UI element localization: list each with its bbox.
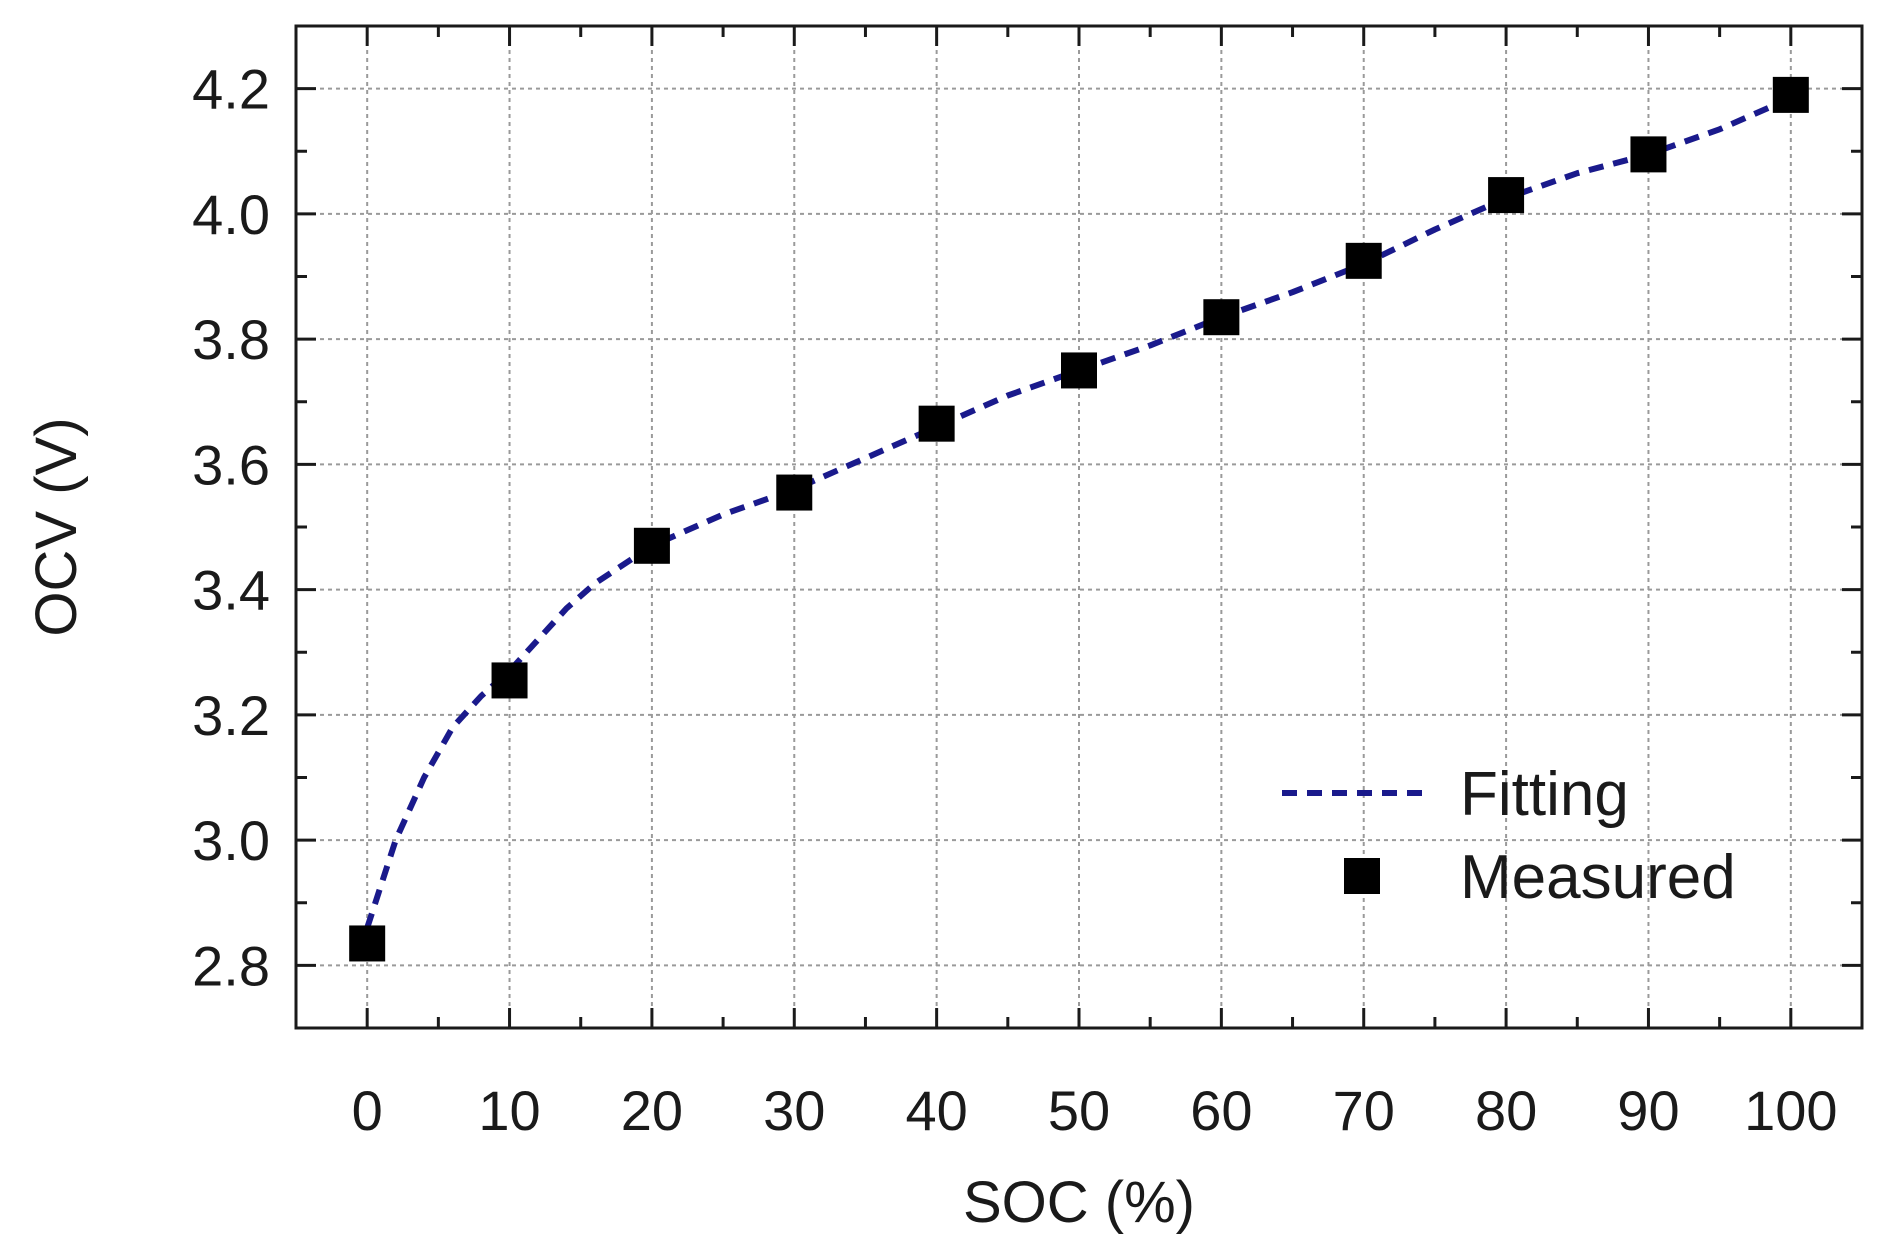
tick-layer: [294, 26, 1864, 1028]
legend-fitting-label: Fitting: [1460, 760, 1629, 829]
y-tick-label: 2.8: [192, 934, 270, 997]
y-tick-label: 4.2: [192, 58, 270, 121]
label-layer: 0 10 20 30 40 50 60 70 80 90 100 2.8 3.0 3.2 3.4 3.6 3.8…: [192, 58, 1837, 1142]
x-tick-label: 50: [1048, 1079, 1110, 1142]
y-axis-title: OCV (V): [24, 417, 89, 636]
x-tick-label: 70: [1333, 1079, 1395, 1142]
measured-point: [776, 474, 813, 511]
measured-point: [1345, 242, 1382, 279]
x-tick-label: 80: [1475, 1079, 1537, 1142]
y-tick-label: 3.2: [192, 684, 270, 747]
measured-point: [1630, 136, 1667, 173]
x-tick-label: 90: [1617, 1079, 1679, 1142]
y-tick-label: 3.0: [192, 809, 270, 872]
y-tick-label: 4.0: [192, 183, 270, 246]
x-tick-label: 100: [1744, 1079, 1837, 1142]
y-tick-label: 3.4: [192, 559, 270, 622]
fitting-series-line: [364, 95, 1793, 929]
measured-point: [918, 405, 955, 442]
measured-point: [633, 527, 670, 564]
measured-point: [1203, 299, 1240, 336]
legend: Fitting Measured: [1282, 760, 1736, 912]
grid-layer: [296, 26, 1862, 1028]
measured-point: [1488, 177, 1525, 214]
legend-measured-label: Measured: [1460, 843, 1736, 912]
x-tick-label: 10: [478, 1079, 540, 1142]
series-layer: [349, 76, 1809, 962]
legend-measured-swatch: [1344, 858, 1380, 894]
x-tick-label: 30: [763, 1079, 825, 1142]
x-tick-label: 40: [905, 1079, 967, 1142]
measured-point: [349, 925, 386, 962]
plot-frame: [294, 24, 1864, 1030]
measured-point: [1772, 76, 1809, 113]
measured-point: [491, 662, 528, 699]
x-tick-label: 0: [352, 1079, 383, 1142]
x-axis-title: SOC (%): [963, 1170, 1195, 1235]
measured-point: [1061, 352, 1097, 389]
x-tick-label: 60: [1190, 1079, 1252, 1142]
x-tick-label: 20: [621, 1079, 683, 1142]
y-tick-label: 3.6: [192, 433, 270, 496]
y-tick-label: 3.8: [192, 308, 270, 371]
